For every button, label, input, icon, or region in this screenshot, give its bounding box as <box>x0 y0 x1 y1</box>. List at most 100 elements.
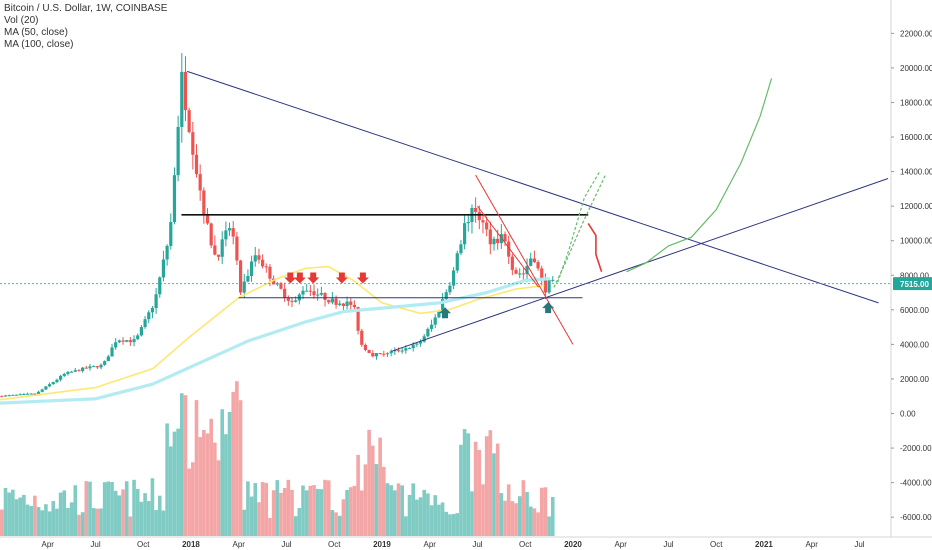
candle <box>59 374 63 382</box>
volume-bar <box>11 489 15 536</box>
volume-bar <box>224 434 228 536</box>
volume-bar <box>532 508 537 536</box>
candle-body <box>198 174 202 191</box>
volume-bar <box>80 512 85 536</box>
volume-bar <box>382 466 386 536</box>
candle <box>128 337 132 346</box>
candle <box>407 347 412 350</box>
time-axis-label: 2019 <box>373 540 391 549</box>
volume-bar <box>396 483 401 536</box>
candle-body <box>194 154 199 175</box>
candle <box>99 363 103 370</box>
candle <box>529 252 533 267</box>
candle-body <box>463 223 467 245</box>
candle <box>422 333 426 343</box>
candle-body <box>158 277 162 295</box>
candle <box>231 221 235 245</box>
volume-bar <box>260 482 265 536</box>
green-projection-2 <box>553 174 606 288</box>
price-axis-label: 22000.00 <box>900 29 932 38</box>
candle <box>261 254 265 269</box>
volume-bar <box>466 433 471 536</box>
price-axis-label: 14000.00 <box>900 168 932 177</box>
candle <box>444 289 448 300</box>
candle-body <box>327 300 331 303</box>
time-axis-label: Apr <box>42 540 55 549</box>
candle-body <box>481 220 485 223</box>
candle-body <box>507 241 511 257</box>
candle-body <box>110 347 114 357</box>
candle <box>400 347 404 354</box>
volume-bar <box>205 433 210 536</box>
candle <box>220 231 224 264</box>
candle-body <box>543 279 548 293</box>
candle <box>459 239 463 256</box>
up-arrow-marker <box>439 307 451 319</box>
candle-body <box>426 328 430 337</box>
candle <box>532 250 536 264</box>
candle <box>165 244 169 266</box>
candle <box>426 327 430 338</box>
price-axis-label: 12000.00 <box>900 202 932 211</box>
candle-body <box>525 265 529 275</box>
candle-body <box>77 370 81 372</box>
candle <box>169 213 173 250</box>
candle-body <box>257 255 261 260</box>
volume-bar <box>180 393 184 536</box>
candle-body <box>125 340 129 342</box>
volume-bar <box>359 490 364 536</box>
candle <box>338 300 342 307</box>
candle-body <box>202 190 206 215</box>
candle <box>290 296 294 308</box>
volume-bar <box>268 517 272 536</box>
volume-bar <box>165 423 169 536</box>
volume-bar <box>499 493 504 536</box>
volume-bar <box>473 441 478 536</box>
candle-body <box>521 273 525 275</box>
candle-body <box>139 327 144 336</box>
candle <box>312 284 316 299</box>
down-arrow-marker <box>284 272 297 284</box>
candle-body <box>290 300 294 302</box>
volume-bar <box>492 453 496 536</box>
volume-bar <box>73 485 78 536</box>
candle-body <box>154 294 158 309</box>
candle <box>349 297 353 312</box>
candle-body <box>448 285 452 293</box>
candle-body <box>547 280 551 293</box>
candle <box>283 282 287 302</box>
candle <box>172 167 177 225</box>
volume-bar <box>389 485 393 536</box>
candle <box>345 296 349 310</box>
volume-bar <box>33 495 37 536</box>
candle <box>455 250 459 274</box>
volume-bar <box>235 381 239 536</box>
candle-body <box>213 245 217 255</box>
volume-bar <box>209 418 213 536</box>
green-projection-3 <box>626 78 773 273</box>
volume-bar <box>521 480 526 536</box>
candle-body <box>345 301 349 307</box>
candle <box>136 333 140 341</box>
candle-body <box>231 228 235 237</box>
candle-body <box>378 353 382 355</box>
candle <box>463 214 467 250</box>
volume-bar <box>172 431 177 536</box>
volume-bar <box>378 437 382 536</box>
candle-body <box>51 382 55 385</box>
candle <box>132 335 136 347</box>
candle-body <box>62 373 66 376</box>
candle-body <box>59 375 63 380</box>
down-arrow-marker <box>307 272 320 284</box>
volume-bar <box>88 481 92 536</box>
volume-bar <box>0 509 4 536</box>
volume-bar <box>345 489 349 536</box>
price-axis-label: -4000.00 <box>900 479 932 488</box>
candle-body <box>183 71 188 111</box>
time-axis-label: Apr <box>233 540 246 549</box>
volume-bar <box>22 494 26 536</box>
candle <box>110 343 114 357</box>
candle-body <box>485 222 489 230</box>
